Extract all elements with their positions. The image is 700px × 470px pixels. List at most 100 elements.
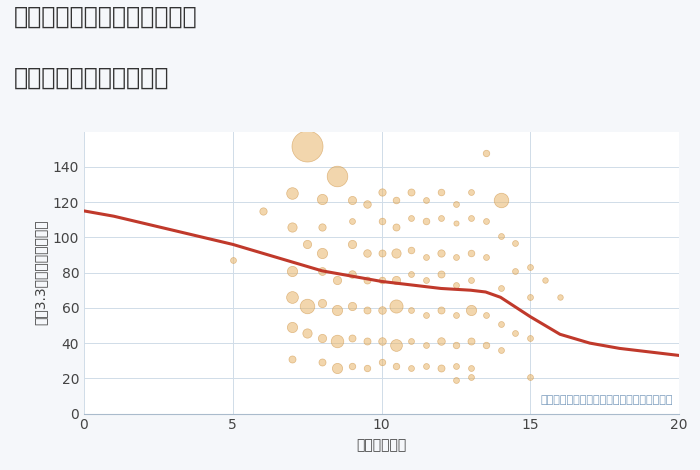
Point	[406, 337, 417, 345]
Point	[287, 189, 298, 197]
Point	[510, 329, 521, 337]
Point	[331, 364, 342, 371]
Point	[316, 299, 328, 306]
Point	[495, 346, 506, 354]
Point	[554, 293, 566, 301]
Point	[376, 188, 387, 196]
Point	[346, 362, 357, 370]
Point	[480, 341, 491, 349]
Point	[450, 311, 461, 319]
Point	[421, 341, 432, 349]
Point	[465, 276, 476, 283]
Point	[302, 329, 313, 337]
Point	[406, 271, 417, 278]
Point	[495, 196, 506, 204]
Point	[435, 306, 447, 313]
Point	[421, 218, 432, 225]
Point	[421, 253, 432, 260]
Point	[346, 271, 357, 278]
Point	[376, 276, 387, 283]
Point	[331, 276, 342, 283]
Point	[525, 293, 536, 301]
Point	[450, 253, 461, 260]
Point	[391, 276, 402, 283]
Point	[525, 264, 536, 271]
Point	[316, 267, 328, 274]
Point	[480, 218, 491, 225]
Point	[361, 364, 372, 371]
Point	[316, 250, 328, 257]
Point	[287, 293, 298, 301]
Point	[421, 311, 432, 319]
Point	[510, 267, 521, 274]
Point	[331, 337, 342, 345]
Y-axis label: 坪（3.3㎡）単価（万円）: 坪（3.3㎡）単価（万円）	[33, 220, 47, 325]
Point	[302, 302, 313, 310]
Point	[391, 223, 402, 230]
Point	[435, 364, 447, 371]
X-axis label: 駅距離（分）: 駅距離（分）	[356, 438, 407, 452]
Point	[287, 355, 298, 363]
Point	[287, 323, 298, 331]
Point	[287, 267, 298, 274]
Point	[391, 362, 402, 370]
Point	[346, 334, 357, 342]
Point	[465, 214, 476, 222]
Point	[316, 334, 328, 342]
Point	[227, 257, 238, 264]
Point	[495, 320, 506, 328]
Point	[480, 253, 491, 260]
Point	[435, 337, 447, 345]
Point	[465, 364, 476, 371]
Point	[391, 341, 402, 349]
Point	[257, 207, 268, 215]
Point	[316, 359, 328, 366]
Text: 駅距離別中古戸建て価格: 駅距離別中古戸建て価格	[14, 66, 169, 90]
Point	[376, 218, 387, 225]
Point	[450, 281, 461, 289]
Point	[450, 200, 461, 208]
Point	[465, 250, 476, 257]
Point	[376, 306, 387, 313]
Point	[450, 219, 461, 227]
Point	[316, 223, 328, 230]
Point	[495, 285, 506, 292]
Point	[480, 149, 491, 157]
Point	[346, 196, 357, 204]
Point	[406, 214, 417, 222]
Point	[421, 362, 432, 370]
Point	[406, 246, 417, 253]
Point	[316, 195, 328, 202]
Point	[346, 241, 357, 248]
Point	[450, 341, 461, 349]
Point	[406, 306, 417, 313]
Point	[346, 218, 357, 225]
Point	[421, 196, 432, 204]
Point	[361, 200, 372, 208]
Point	[361, 250, 372, 257]
Point	[302, 142, 313, 149]
Point	[302, 241, 313, 248]
Point	[391, 250, 402, 257]
Point	[450, 376, 461, 384]
Point	[361, 306, 372, 313]
Point	[361, 276, 372, 283]
Point	[361, 337, 372, 345]
Point	[406, 188, 417, 196]
Point	[421, 276, 432, 283]
Point	[465, 373, 476, 380]
Point	[391, 196, 402, 204]
Point	[376, 250, 387, 257]
Point	[346, 302, 357, 310]
Point	[510, 239, 521, 246]
Point	[465, 188, 476, 196]
Point	[435, 250, 447, 257]
Point	[376, 359, 387, 366]
Point	[435, 214, 447, 222]
Point	[525, 373, 536, 380]
Point	[525, 334, 536, 342]
Point	[540, 276, 551, 283]
Point	[391, 302, 402, 310]
Text: 大阪府大阪市住之江区御崎の: 大阪府大阪市住之江区御崎の	[14, 5, 197, 29]
Point	[465, 306, 476, 313]
